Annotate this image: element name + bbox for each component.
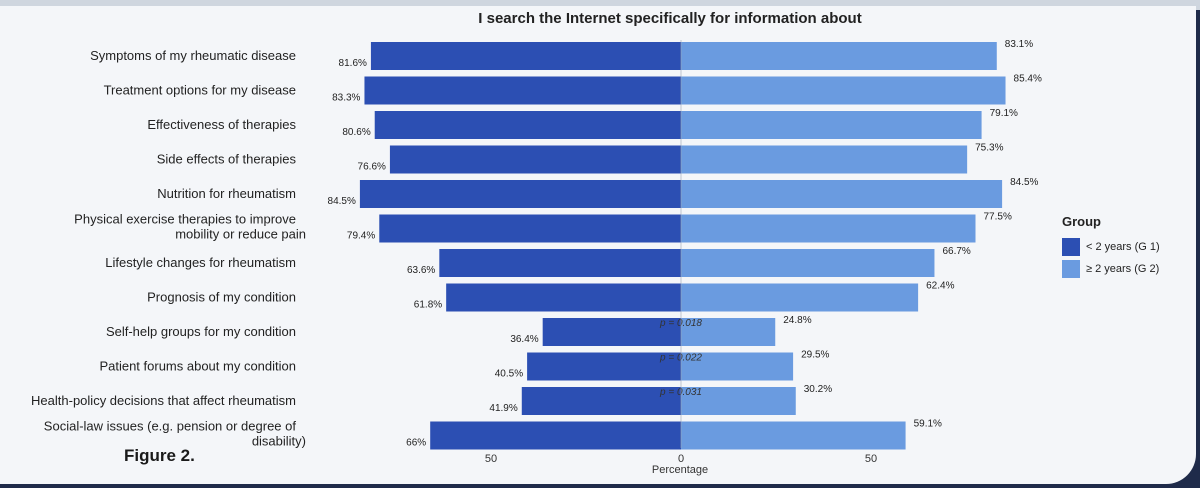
value-label-g2: 77.5% — [984, 212, 1012, 223]
category-label-line2: disability) — [252, 434, 306, 449]
x-axis-label: Percentage — [651, 464, 709, 476]
bar-g2 — [681, 180, 1003, 208]
bar-g1 — [542, 318, 681, 346]
bar-g2 — [681, 111, 982, 139]
value-label-g1: 81.6% — [339, 58, 367, 69]
bar-g1 — [379, 214, 681, 243]
x-tick-label: 50 — [485, 453, 497, 465]
bar-g1 — [439, 249, 681, 277]
legend-title: Group — [1062, 214, 1101, 229]
legend-item-g1: < 2 years (G 1) — [1062, 237, 1182, 257]
legend-swatch-g2 — [1062, 260, 1080, 278]
paper-top-edge — [0, 0, 1200, 10]
bar-g2 — [681, 145, 968, 174]
value-label-g1: 80.6% — [342, 127, 370, 138]
x-tick-label: 50 — [865, 453, 877, 465]
category-label: Lifestyle changes for rheumatism — [105, 255, 296, 270]
category-label: Treatment options for my disease — [104, 83, 296, 98]
category-label: Self-help groups for my condition — [106, 324, 296, 339]
value-label-g1: 63.6% — [407, 265, 435, 276]
value-label-g2: 59.1% — [914, 419, 942, 430]
category-label: Nutrition for rheumatism — [157, 186, 296, 201]
value-label-g1: 79.4% — [347, 231, 375, 242]
value-label-g2: 30.2% — [804, 384, 832, 395]
bar-g2 — [681, 283, 919, 312]
value-label-g2: 24.8% — [783, 315, 811, 326]
legend-text-g2: ≥ 2 years (G 2) — [1086, 263, 1160, 275]
bar-g1 — [527, 352, 681, 381]
legend-swatch-g1 — [1062, 238, 1080, 256]
category-label-line2: mobility or reduce pain — [175, 227, 306, 242]
bar-g1 — [430, 421, 681, 450]
p-value-label: p = 0.031 — [659, 387, 702, 398]
chart-title: I search the Internet specifically for i… — [478, 10, 862, 27]
category-label: Symptoms of my rheumatic disease — [90, 48, 296, 63]
value-label-g2: 75.3% — [975, 143, 1003, 154]
category-label-line1: Social-law issues (e.g. pension or degre… — [44, 419, 297, 434]
bar-g1 — [374, 111, 681, 139]
value-label-g1: 76.6% — [358, 162, 386, 173]
bar-g1 — [389, 145, 681, 174]
x-tick-label: 0 — [678, 453, 684, 465]
category-label: Health-policy decisions that affect rheu… — [31, 393, 296, 408]
value-label-g2: 84.5% — [1010, 177, 1038, 188]
bar-g2 — [681, 318, 776, 346]
value-label-g1: 61.8% — [414, 300, 442, 311]
category-label: Prognosis of my condition — [147, 290, 296, 305]
category-label: Effectiveness of therapies — [147, 117, 296, 132]
bar-g1 — [370, 42, 681, 70]
value-label-g1: 40.5% — [495, 369, 523, 380]
value-label-g2: 83.1% — [1005, 39, 1033, 50]
legend: Group < 2 years (G 1) ≥ 2 years (G 2) — [1062, 214, 1182, 281]
value-label-g1: 84.5% — [328, 196, 356, 207]
value-label-g1: 83.3% — [332, 93, 360, 104]
value-label-g2: 29.5% — [801, 350, 829, 361]
value-label-g2: 85.4% — [1014, 74, 1042, 85]
category-label: Side effects of therapies — [157, 152, 297, 167]
bar-g2 — [681, 387, 796, 415]
bar-g2 — [681, 352, 794, 381]
value-label-g2: 66.7% — [942, 246, 970, 257]
bar-g2 — [681, 214, 976, 243]
category-label-line1: Physical exercise therapies to improve — [74, 212, 296, 227]
bar-g2 — [681, 76, 1006, 105]
bar-g2 — [681, 249, 935, 277]
bar-g1 — [364, 76, 681, 105]
value-label-g2: 79.1% — [990, 108, 1018, 119]
category-label: Patient forums about my condition — [99, 359, 296, 374]
value-label-g1: 66% — [406, 438, 426, 449]
legend-text-g1: < 2 years (G 1) — [1086, 241, 1160, 253]
bar-g1 — [446, 283, 681, 312]
value-label-g2: 62.4% — [926, 281, 954, 292]
bar-g1 — [359, 180, 681, 208]
bar-g1 — [521, 387, 681, 415]
legend-item-g2: ≥ 2 years (G 2) — [1062, 259, 1182, 279]
value-label-g1: 36.4% — [510, 334, 538, 345]
figure-label: Figure 2. — [124, 446, 195, 465]
bar-g2 — [681, 42, 997, 70]
bar-g2 — [681, 421, 906, 450]
value-label-g1: 41.9% — [489, 403, 517, 414]
